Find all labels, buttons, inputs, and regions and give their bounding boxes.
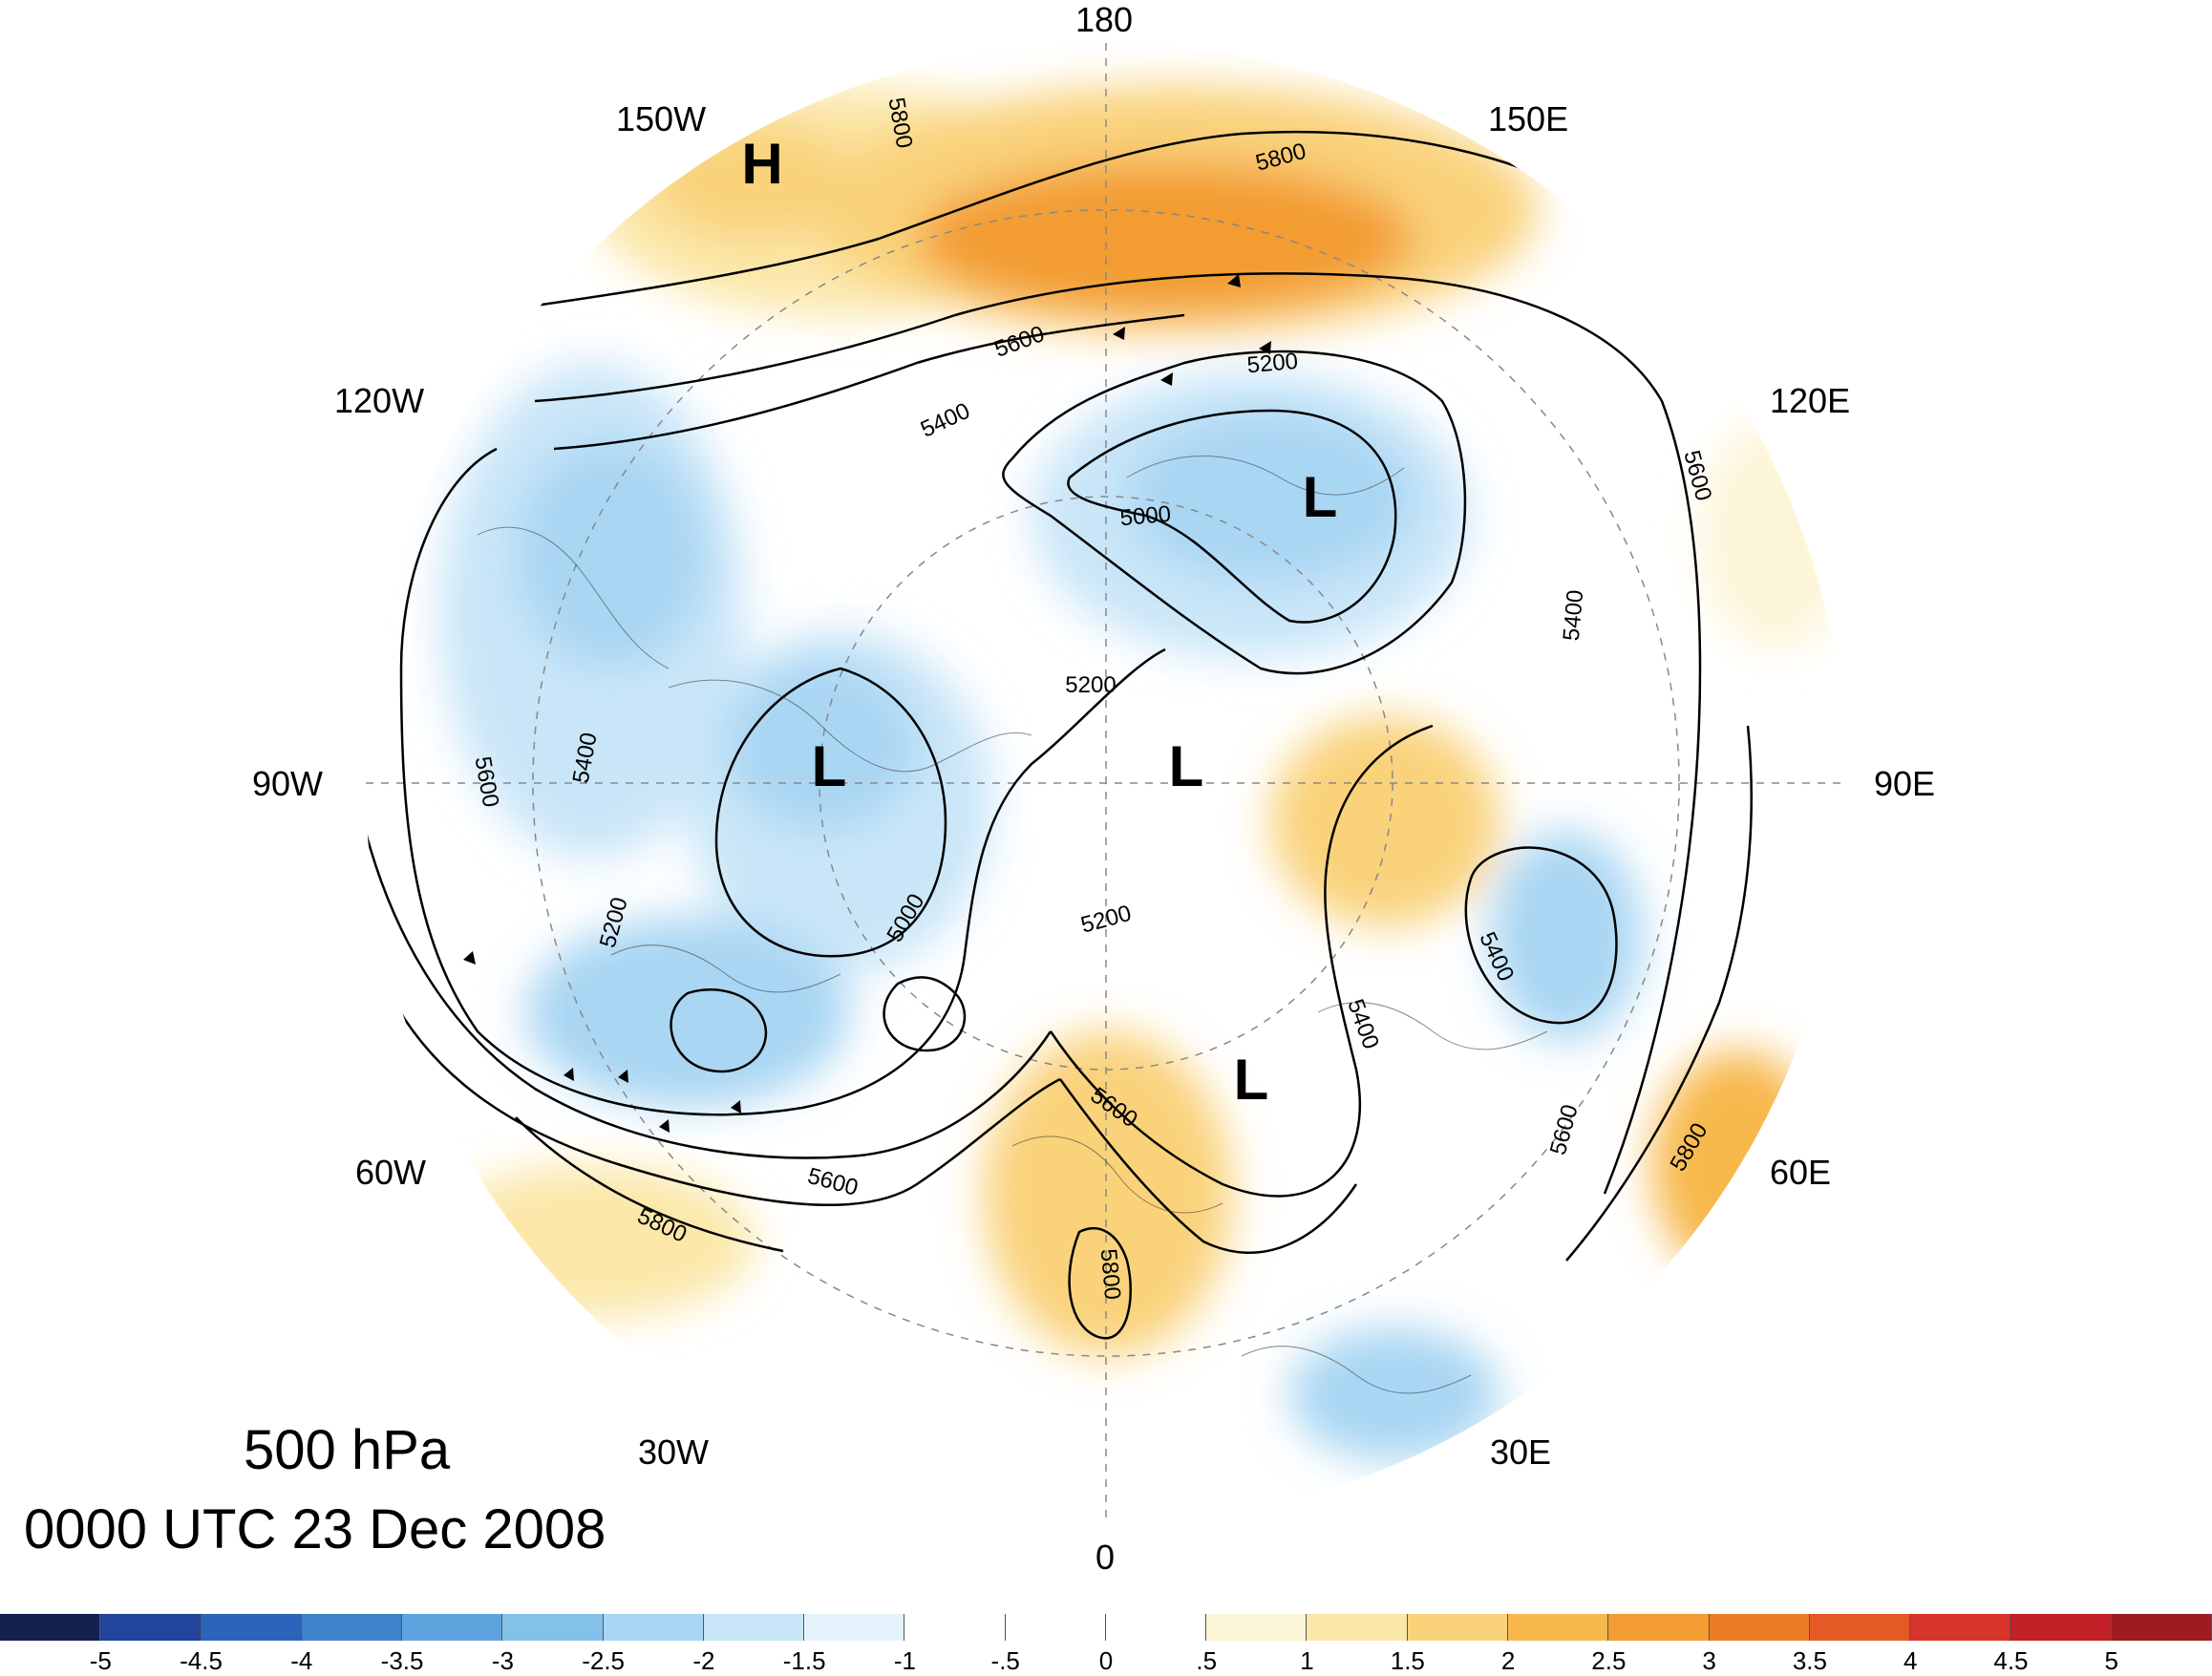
low-pressure-label-siberia: L [1303, 465, 1338, 529]
longitude-label-60e: 60E [1770, 1153, 1832, 1192]
colorbar-tick-label: .5 [1196, 1646, 1218, 1675]
colorbar-tick-label: -4 [290, 1646, 313, 1675]
colorbar-swatch [1910, 1614, 2011, 1641]
colorbar-tick-label: -1 [893, 1646, 917, 1675]
colorbar-tick-label: 3 [1702, 1646, 1716, 1675]
longitude-label-60w: 60W [355, 1153, 427, 1192]
colorbar-swatch [402, 1614, 503, 1641]
colorbar-swatch [1206, 1614, 1308, 1641]
colorbar-swatch [1507, 1614, 1609, 1641]
anomaly-colorbar [0, 1614, 2212, 1641]
colorbar-swatch [2111, 1614, 2212, 1641]
colorbar-swatch [1809, 1614, 1911, 1641]
colorbar-tick-label: -3 [491, 1646, 514, 1675]
contour-label: 5800 [1095, 1248, 1126, 1302]
longitude-label-120e: 120E [1770, 381, 1851, 420]
longitude-label-120w: 120W [334, 381, 425, 420]
low-pressure-label-hudson: L [812, 734, 847, 798]
height-contours [366, 130, 1807, 1367]
colorbar-swatch [301, 1614, 403, 1641]
colorbar-tick-label: 1 [1300, 1646, 1314, 1675]
contour-label: 5000 [1119, 501, 1173, 532]
colorbar-swatch [100, 1614, 202, 1641]
longitude-label-180: 180 [1075, 0, 1134, 39]
colorbar-swatch [804, 1614, 905, 1641]
colorbar-tick-label: -3.5 [380, 1646, 424, 1675]
longitude-label-150e: 150E [1488, 99, 1569, 138]
colorbar-swatch [2010, 1614, 2112, 1641]
graticule [366, 43, 1846, 1523]
colorbar-tick-label: 2 [1500, 1646, 1516, 1675]
colorbar-tick-label: -4.5 [180, 1646, 223, 1675]
colorbar-swatch [0, 1614, 101, 1641]
contour-label: 5400 [1559, 589, 1589, 643]
colorbar-tick-label: -.5 [990, 1646, 1020, 1675]
longitude-label-0: 0 [1095, 1538, 1116, 1577]
colorbar-swatch [1005, 1614, 1106, 1641]
longitude-label-150w: 150W [616, 99, 707, 138]
colorbar-tick-label: 1.5 [1390, 1646, 1425, 1675]
valid-time-title: 0000 UTC 23 Dec 2008 [24, 1498, 606, 1560]
contour-label: 5200 [1246, 349, 1300, 379]
colorbar-swatch [201, 1614, 302, 1641]
coastlines [477, 456, 1548, 1394]
colorbar-tick-label: 5 [2104, 1646, 2118, 1675]
colorbar-tick-label: -5 [89, 1646, 112, 1675]
colorbar-tick-label: 4 [1903, 1646, 1918, 1675]
colorbar-swatch [904, 1614, 1006, 1641]
colorbar-swatch [603, 1614, 704, 1641]
colorbar-tick-label: 2.5 [1591, 1646, 1627, 1675]
colorbar-swatch [1709, 1614, 1810, 1641]
anomaly-shading [430, 86, 1846, 1461]
pressure-system-labels: H L L L L [741, 132, 1337, 1112]
colorbar-swatch [703, 1614, 805, 1641]
front-markers [463, 274, 1271, 1133]
pressure-level-title: 500 hPa [244, 1419, 451, 1481]
contour-label: 5200 [1065, 672, 1116, 698]
colorbar-tick-label: -2 [692, 1646, 715, 1675]
colorbar-tick-label: 3.5 [1792, 1646, 1827, 1675]
high-pressure-label: H [741, 132, 782, 196]
colorbar-swatch [502, 1614, 604, 1641]
longitude-label-90w: 90W [252, 764, 324, 803]
colorbar-tick-label: -2.5 [582, 1646, 626, 1675]
colorbar-swatch [1608, 1614, 1710, 1641]
colorbar-tick-label: -1.5 [782, 1646, 826, 1675]
longitude-label-30w: 30W [638, 1432, 710, 1472]
colorbar-swatch [1105, 1614, 1207, 1641]
longitude-label-30e: 30E [1490, 1432, 1552, 1472]
colorbar-swatch [1307, 1614, 1408, 1641]
low-pressure-label-scandinavia: L [1234, 1048, 1269, 1112]
colorbar-tick-label: 4.5 [1993, 1646, 2029, 1675]
colorbar-tick-label: 0 [1098, 1646, 1114, 1675]
longitude-label-90e: 90E [1874, 764, 1936, 803]
low-pressure-label-pole: L [1169, 734, 1204, 798]
colorbar-swatch [1407, 1614, 1508, 1641]
